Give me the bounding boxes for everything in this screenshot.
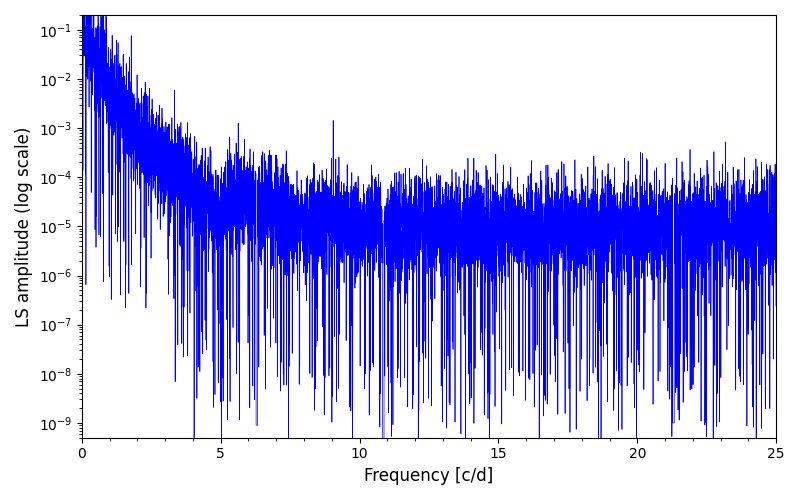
X-axis label: Frequency [c/d]: Frequency [c/d]: [364, 467, 494, 485]
Y-axis label: LS amplitude (log scale): LS amplitude (log scale): [15, 126, 33, 326]
